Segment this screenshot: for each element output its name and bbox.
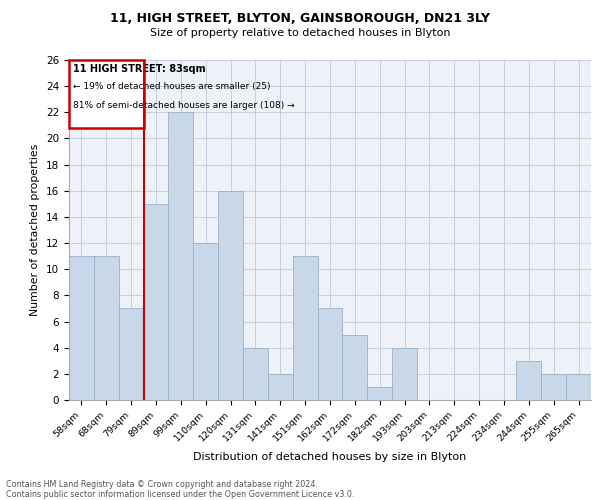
Text: Contains HM Land Registry data © Crown copyright and database right 2024.: Contains HM Land Registry data © Crown c… — [6, 480, 318, 489]
Text: Contains public sector information licensed under the Open Government Licence v3: Contains public sector information licen… — [6, 490, 355, 499]
Bar — [268, 374, 293, 400]
Text: 11 HIGH STREET: 83sqm: 11 HIGH STREET: 83sqm — [73, 64, 205, 74]
Bar — [69, 256, 94, 400]
Bar — [193, 243, 218, 400]
Bar — [119, 308, 143, 400]
Bar — [367, 387, 392, 400]
Bar — [343, 334, 367, 400]
Text: ← 19% of detached houses are smaller (25): ← 19% of detached houses are smaller (25… — [73, 82, 270, 91]
Bar — [317, 308, 343, 400]
Bar — [143, 204, 169, 400]
Bar — [243, 348, 268, 400]
Bar — [392, 348, 417, 400]
Text: 81% of semi-detached houses are larger (108) →: 81% of semi-detached houses are larger (… — [73, 100, 295, 110]
Bar — [541, 374, 566, 400]
Y-axis label: Number of detached properties: Number of detached properties — [31, 144, 40, 316]
Text: Size of property relative to detached houses in Blyton: Size of property relative to detached ho… — [150, 28, 450, 38]
Bar — [94, 256, 119, 400]
X-axis label: Distribution of detached houses by size in Blyton: Distribution of detached houses by size … — [193, 452, 467, 462]
Bar — [517, 361, 541, 400]
FancyBboxPatch shape — [69, 60, 143, 128]
Text: 11, HIGH STREET, BLYTON, GAINSBOROUGH, DN21 3LY: 11, HIGH STREET, BLYTON, GAINSBOROUGH, D… — [110, 12, 490, 26]
Bar — [566, 374, 591, 400]
Bar — [218, 191, 243, 400]
Bar — [169, 112, 193, 400]
Bar — [293, 256, 317, 400]
